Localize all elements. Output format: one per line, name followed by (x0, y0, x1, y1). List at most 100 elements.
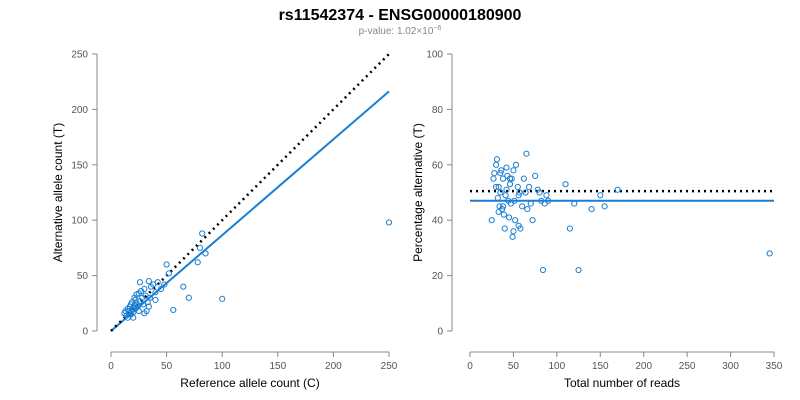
data-point (196, 244, 204, 251)
data-point (588, 206, 595, 213)
data-point (503, 164, 510, 171)
y-tick-label: 0 (82, 327, 88, 338)
pvalue-text: p-value: 1.02×10 (359, 26, 434, 37)
data-point (571, 200, 578, 207)
data-point (152, 296, 159, 304)
data-point (219, 295, 226, 302)
data-point (494, 194, 501, 202)
data-point (385, 219, 393, 226)
data-point (498, 167, 505, 174)
data-point (146, 294, 154, 301)
data-point (180, 283, 187, 290)
data-point (543, 192, 550, 199)
x-tick-label: 150 (269, 361, 286, 372)
y-tick-label: 20 (432, 271, 444, 282)
data-point (141, 285, 148, 292)
data-point (519, 203, 526, 210)
x-tick-label: 150 (592, 361, 609, 372)
x-tick-label: 250 (381, 361, 398, 372)
data-point (488, 217, 495, 224)
data-point (539, 266, 547, 274)
data-point (499, 203, 507, 210)
x-tick-label: 0 (108, 361, 114, 372)
data-point (497, 170, 504, 177)
data-point (136, 279, 144, 286)
allele-count-panel: 0 50 100 150 200 250 0 50 100 150 200 250 Reference … (51, 50, 398, 391)
data-point (490, 175, 497, 182)
data-point (145, 303, 152, 310)
data-point (194, 259, 201, 266)
y-tick-label: 250 (71, 50, 88, 61)
data-point (766, 250, 773, 257)
data-point (509, 233, 516, 240)
data-point (163, 261, 170, 268)
y-tick-label: 60 (432, 160, 444, 171)
data-point (503, 186, 510, 193)
data-point (566, 225, 573, 232)
data-point (525, 183, 533, 191)
data-point (154, 279, 161, 286)
x-tick-label: 300 (722, 361, 739, 372)
x-tick-label: 200 (325, 361, 342, 372)
data-point (134, 303, 141, 310)
data-point (510, 228, 517, 235)
y-axis-title: Percentage alternative (T) (411, 123, 425, 262)
data-point (508, 175, 515, 182)
data-point (514, 183, 521, 191)
data-point (499, 175, 507, 182)
x-tick-label: 250 (679, 361, 696, 372)
data-point (506, 181, 514, 188)
data-point (614, 186, 621, 193)
data-point (575, 266, 582, 274)
data-point (505, 214, 513, 221)
x-tick-label: 50 (508, 361, 520, 372)
data-point (497, 189, 504, 196)
data-point (199, 230, 206, 237)
data-point (492, 161, 500, 168)
pvalue-exponent: −6 (433, 25, 441, 32)
x-axis-title: Total number of reads (564, 376, 680, 390)
data-point (141, 310, 148, 317)
x-tick-label: 100 (549, 361, 566, 372)
y-axis-title: Alternative allele count (T) (51, 123, 65, 262)
data-point (601, 203, 608, 210)
data-point (511, 197, 518, 204)
y-tick-label: 50 (77, 271, 89, 282)
data-point (597, 192, 604, 199)
x-tick-label: 0 (467, 361, 473, 372)
x-tick-label: 50 (161, 361, 173, 372)
data-point (532, 172, 539, 179)
data-point (502, 192, 509, 199)
data-point (562, 181, 569, 188)
data-point (152, 289, 159, 296)
data-point (512, 217, 519, 224)
data-point (520, 175, 527, 182)
percentage-panel: 0 50 100 150 200 250 300 350 0 20 40 60 80 100 Total n… (411, 50, 783, 391)
x-axis-title: Reference allele count (C) (180, 376, 319, 390)
data-point (501, 225, 508, 232)
data-point (517, 225, 524, 232)
y-tick-label: 200 (71, 105, 88, 116)
y-tick-label: 100 (71, 216, 88, 227)
y-tick-label: 80 (432, 105, 444, 116)
data-point (515, 192, 522, 199)
regression-line (110, 90, 390, 332)
data-point (165, 270, 172, 277)
data-point (522, 189, 529, 196)
data-point (495, 183, 502, 191)
y-tick-label: 150 (71, 160, 88, 171)
y-tick-label: 100 (426, 50, 443, 61)
data-point (529, 217, 536, 224)
data-point (492, 183, 500, 191)
data-point (516, 189, 523, 196)
data-point (495, 208, 502, 215)
data-point (500, 211, 507, 218)
data-point (545, 197, 552, 204)
data-point (527, 200, 534, 207)
data-point (491, 170, 498, 177)
data-point (536, 189, 543, 196)
data-point (170, 306, 177, 314)
x-tick-label: 200 (635, 361, 652, 372)
x-tick-label: 100 (214, 361, 231, 372)
